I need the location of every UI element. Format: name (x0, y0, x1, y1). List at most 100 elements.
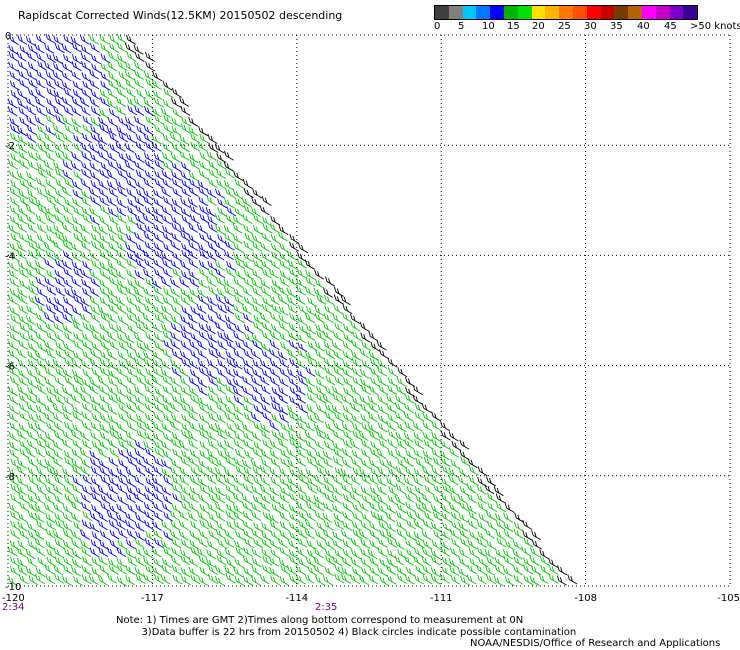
wind-barb (332, 475, 343, 486)
wind-barb (26, 393, 37, 404)
wind-barb (233, 171, 244, 182)
wind-barb (124, 61, 135, 72)
wind-barb (198, 413, 209, 424)
wind-barb (538, 574, 549, 585)
wind-barb (270, 457, 281, 468)
wind-barb (63, 87, 74, 99)
wind-barb (197, 141, 208, 152)
wind-barb (89, 42, 100, 53)
wind-barb (163, 339, 174, 350)
wind-barb (161, 187, 172, 198)
wind-barb (350, 321, 361, 332)
wind-barb (197, 243, 208, 254)
wind-barb (306, 324, 316, 335)
wind-barb (134, 105, 145, 116)
wind-barb (424, 485, 435, 496)
wind-barb (252, 259, 263, 270)
wind-barb (199, 449, 210, 460)
wind-barb (152, 358, 163, 369)
wind-barb (98, 116, 108, 127)
wind-barb (197, 465, 208, 476)
wind-barb (73, 206, 84, 217)
wind-barb (97, 305, 108, 316)
wind-barb (153, 249, 164, 260)
wind-barb (387, 376, 398, 387)
wind-barb (81, 143, 92, 154)
wind-barb (61, 259, 72, 270)
wind-barb (360, 557, 371, 568)
wind-barb (377, 537, 388, 548)
wind-barb (98, 439, 109, 450)
wind-barb (35, 447, 45, 458)
wind-barb (44, 476, 55, 487)
wind-barb (269, 486, 280, 497)
wind-barb (316, 485, 326, 496)
wind-barb (127, 323, 137, 334)
wind-barb (287, 368, 298, 379)
wind-barb (63, 105, 74, 116)
wind-barb (117, 495, 128, 506)
wind-barb (44, 458, 55, 469)
wind-barb (171, 178, 182, 189)
wind-barb (189, 394, 200, 405)
wind-barb (46, 556, 57, 567)
wind-barb (295, 565, 306, 576)
wind-barb (226, 261, 237, 272)
wind-barb (197, 385, 208, 396)
wind-barb (214, 321, 225, 332)
wind-barb (144, 159, 155, 170)
wind-barb (89, 358, 100, 369)
wind-barb (260, 341, 271, 352)
wind-barb (81, 151, 92, 162)
wind-barb (116, 483, 127, 494)
wind-barb (242, 403, 253, 414)
wind-barb (143, 152, 154, 163)
wind-barb (244, 412, 254, 423)
wind-barb (8, 386, 19, 397)
wind-barb (151, 79, 162, 90)
wind-barb (161, 440, 172, 451)
wind-barb (26, 105, 37, 116)
wind-barb (72, 224, 83, 235)
wind-barb (90, 125, 101, 136)
wind-barb (351, 520, 362, 531)
wind-barb (225, 395, 236, 406)
wind-barb (126, 188, 137, 199)
wind-barb (100, 53, 111, 64)
legend-swatch (572, 6, 587, 19)
wind-barb (55, 367, 66, 378)
wind-barb (403, 432, 414, 443)
wind-barb (116, 367, 127, 378)
wind-barb (134, 51, 145, 62)
wind-barb (169, 132, 180, 143)
wind-barb (477, 574, 488, 585)
wind-barb (288, 395, 299, 406)
wind-barb (62, 467, 72, 478)
wind-barb (277, 438, 288, 449)
wind-barb (52, 502, 63, 513)
wind-barb (126, 305, 137, 316)
wind-barb (395, 448, 406, 459)
wind-barb (163, 242, 174, 253)
wind-barb (286, 287, 297, 298)
wind-barb (100, 494, 111, 505)
wind-barb (36, 187, 47, 198)
wind-barb (144, 241, 155, 252)
wind-barb (145, 368, 156, 379)
wind-barb (422, 574, 433, 585)
wind-barb (234, 422, 245, 433)
wind-barb (396, 503, 407, 514)
wind-barb (288, 411, 299, 422)
wind-barb (34, 260, 45, 271)
wind-barb (333, 286, 344, 297)
wind-barb (206, 549, 217, 560)
wind-barb (79, 448, 90, 459)
wind-barb (206, 369, 217, 380)
wind-barb (440, 456, 451, 467)
lon-tick-label: -117 (141, 593, 164, 604)
wind-barb (53, 322, 64, 333)
wind-barb (107, 369, 118, 380)
wind-barb (333, 360, 344, 371)
wind-barb (377, 358, 388, 369)
wind-barb (360, 403, 371, 414)
